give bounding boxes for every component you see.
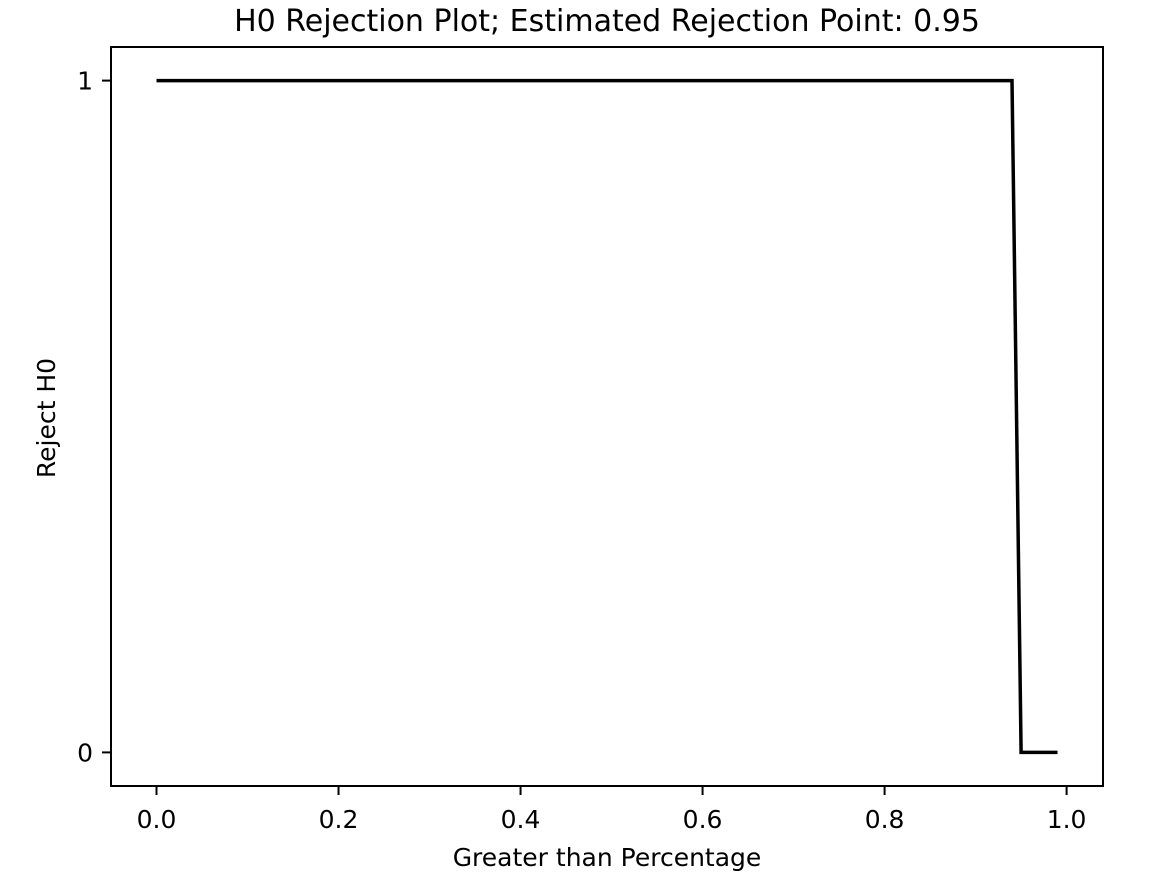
x-tick-label: 0.6	[683, 805, 723, 834]
x-axis-label: Greater than Percentage	[453, 843, 762, 872]
x-axis-ticks: 0.0 0.2 0.4 0.6 0.8 1.0	[137, 786, 1087, 834]
series-layer	[156, 78, 1058, 755]
x-tick-label: 0.4	[501, 805, 541, 834]
y-axis-label: Reject H0	[32, 358, 61, 478]
chart-title: H0 Rejection Plot; Estimated Rejection P…	[234, 4, 980, 39]
y-tick-label: 0	[77, 738, 93, 767]
x-tick-label: 1.0	[1047, 805, 1087, 834]
x-tick-label: 0.2	[319, 805, 359, 834]
y-tick-label: 1	[77, 67, 93, 96]
plot-area	[110, 46, 1104, 787]
x-tick-label: 0.8	[865, 805, 905, 834]
x-tick-label: 0.0	[137, 805, 177, 834]
y-axis-ticks: 01	[77, 67, 111, 767]
rejection-series-line	[156, 78, 1058, 755]
